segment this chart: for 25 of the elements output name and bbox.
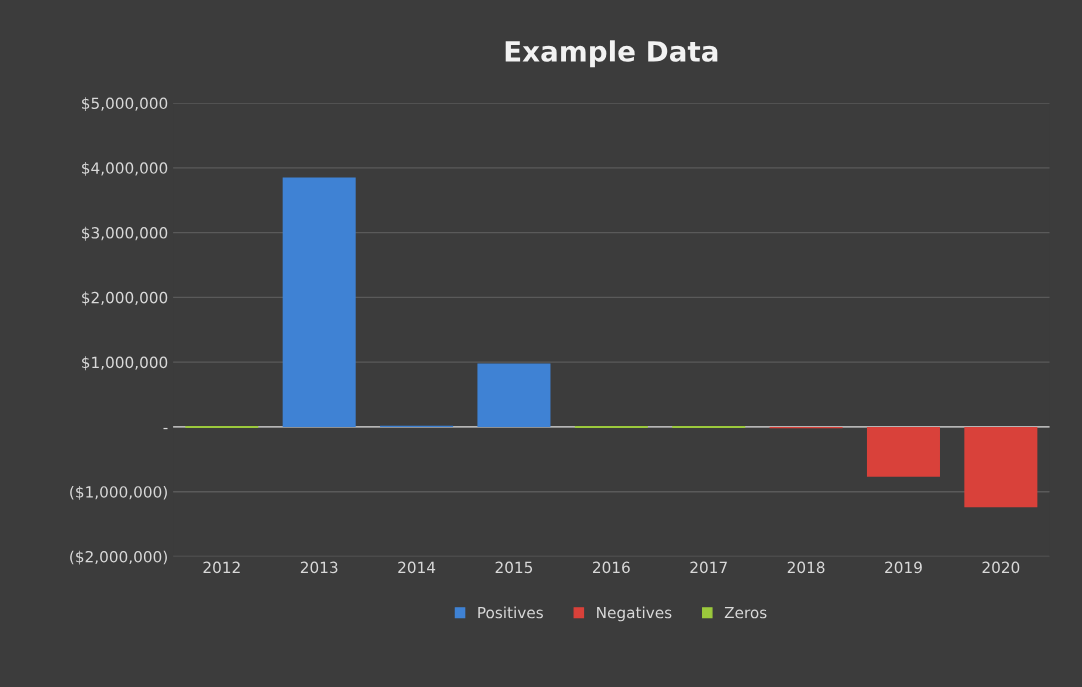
x-tick-label: 2012 — [203, 561, 240, 574]
bar — [964, 426, 1038, 508]
y-tick-label: - — [163, 427, 168, 430]
y-tick-label: $4,000,000 — [82, 162, 168, 176]
x-tick-label: 2019 — [885, 561, 922, 574]
y-tick-label: ($1,000,000) — [70, 485, 167, 500]
legend-label: Positives — [478, 606, 543, 619]
y-tick-label: $5,000,000 — [82, 97, 168, 112]
x-tick-label: 2015 — [495, 561, 533, 574]
x-tick-label: 2014 — [398, 561, 436, 574]
bar — [866, 426, 940, 477]
y-tick-label: $3,000,000 — [82, 226, 168, 241]
legend-label: Zeros — [724, 606, 767, 619]
bar — [282, 177, 356, 427]
chart-title: Example Data — [505, 40, 718, 68]
y-tick-label: ($2,000,000) — [70, 550, 167, 565]
legend-label: Negatives — [597, 606, 672, 622]
y-tick-label: $1,000,000 — [82, 356, 168, 371]
x-tick-label: 2018 — [787, 561, 825, 574]
x-tick-label: 2016 — [593, 561, 630, 574]
y-tick-label: $2,000,000 — [82, 291, 168, 306]
x-tick-label: 2020 — [982, 561, 1020, 574]
x-tick-label: 2013 — [300, 561, 338, 574]
x-tick-label: 2017 — [690, 561, 727, 574]
bar — [477, 363, 551, 427]
